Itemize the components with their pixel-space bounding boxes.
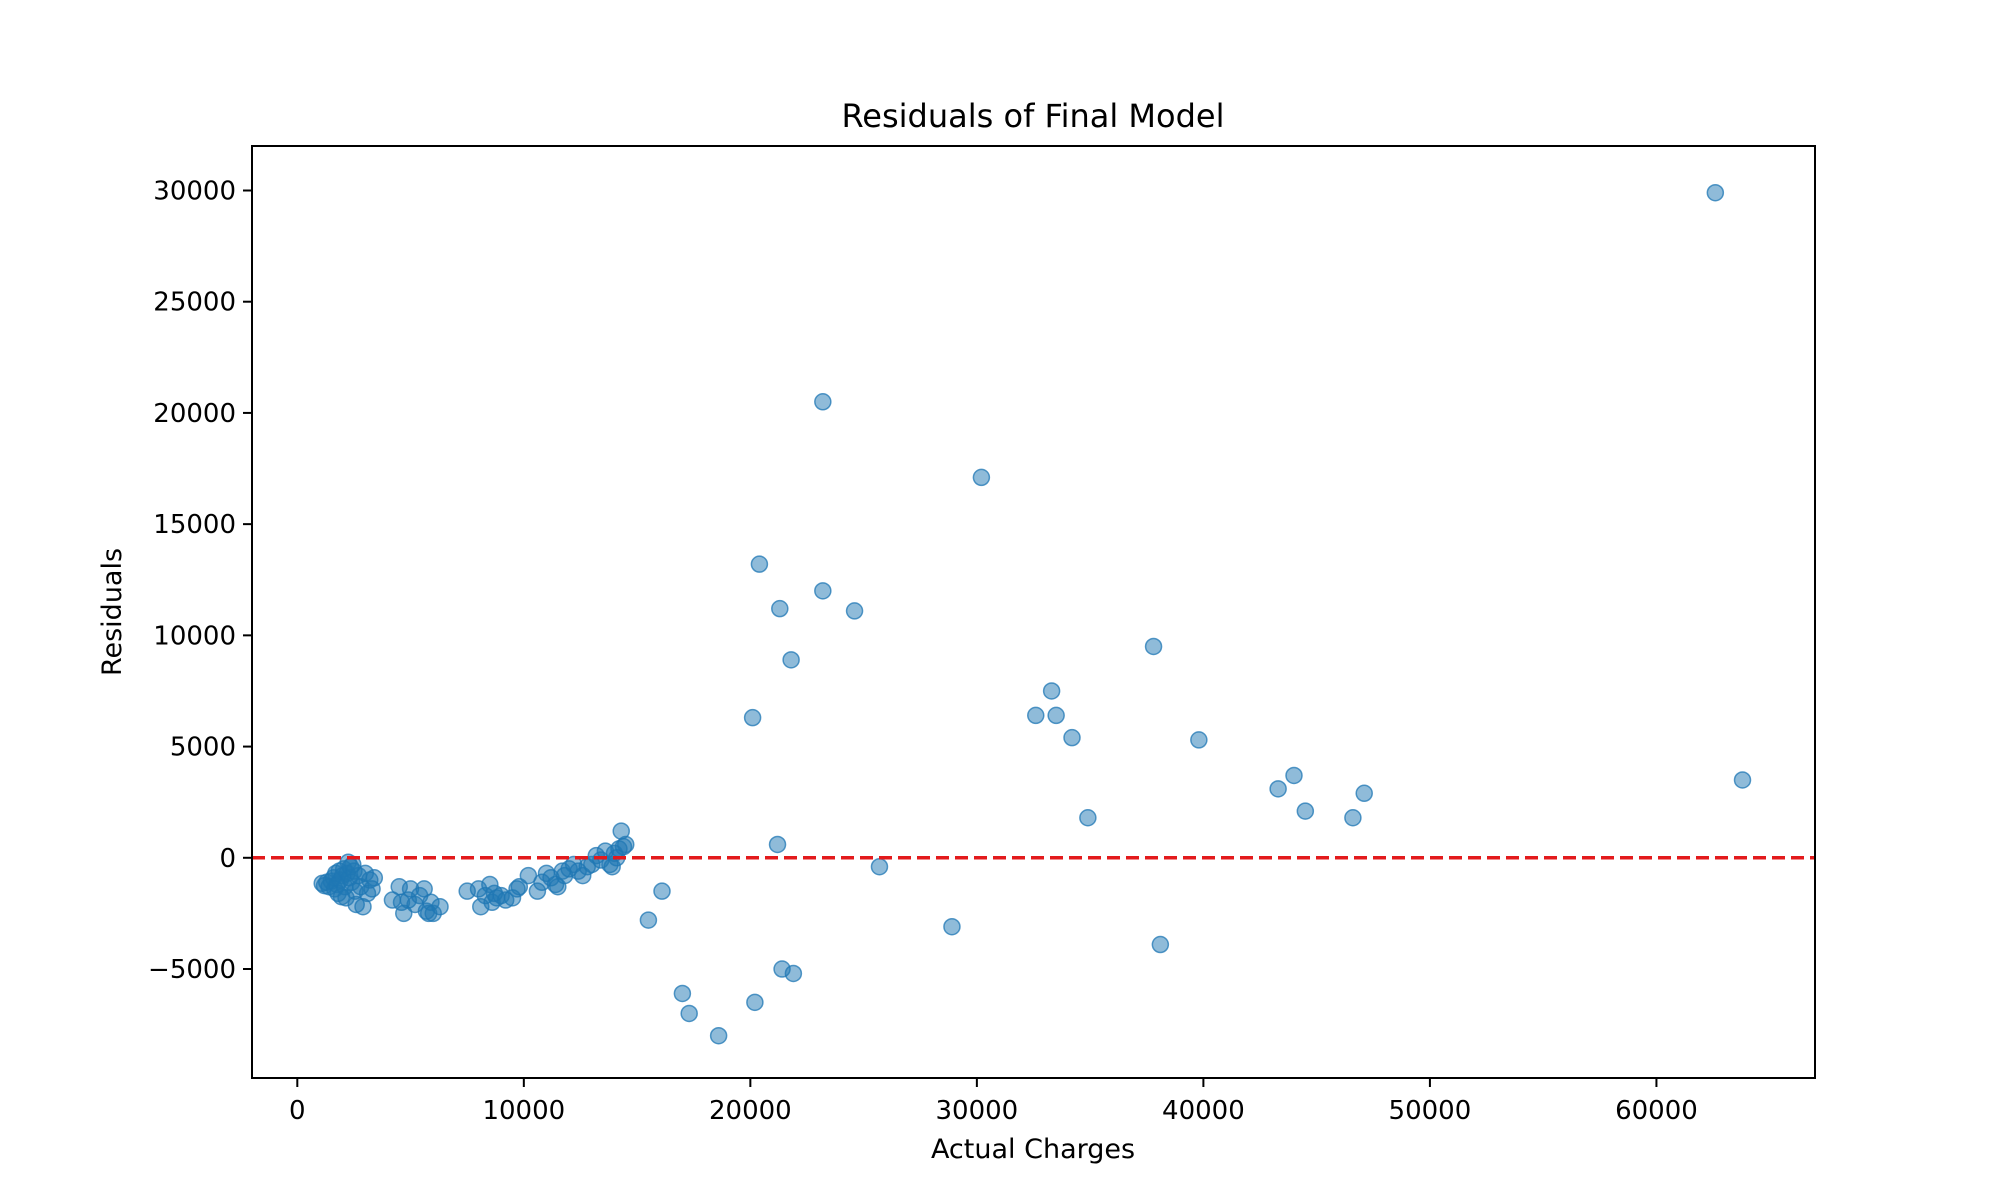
- x-tick-label: 50000: [1389, 1096, 1472, 1126]
- data-point: [431, 897, 449, 916]
- y-tick-label: 30000: [153, 176, 236, 206]
- data-point: [814, 393, 832, 411]
- data-point: [972, 468, 991, 487]
- y-tick-label: 25000: [153, 288, 236, 318]
- data-point: [1733, 771, 1752, 789]
- data-point: [1027, 706, 1045, 725]
- plot-area: [252, 146, 1815, 1078]
- y-tick-label: 5000: [170, 733, 236, 763]
- data-point: [782, 651, 800, 669]
- data-point: [1042, 682, 1061, 700]
- data-point: [1151, 935, 1170, 954]
- data-point: [1063, 728, 1081, 747]
- data-point: [870, 857, 889, 876]
- data-point: [784, 964, 803, 983]
- data-point: [1269, 780, 1287, 798]
- data-point: [653, 882, 671, 900]
- data-point: [1047, 706, 1065, 725]
- data-point: [1355, 784, 1373, 803]
- data-point: [943, 917, 961, 936]
- data-point: [1706, 183, 1725, 202]
- x-tick-label: 10000: [482, 1096, 565, 1126]
- data-point: [1144, 637, 1163, 656]
- data-point: [617, 835, 635, 854]
- y-tick-label: 10000: [153, 621, 236, 651]
- data-point: [771, 599, 789, 618]
- data-point: [743, 708, 762, 727]
- data-point: [814, 582, 832, 600]
- data-point: [709, 1026, 728, 1045]
- x-tick-label: 40000: [1162, 1096, 1245, 1126]
- plot-frame: [251, 145, 1816, 1079]
- x-axis-ticks: 0 10000 20000 30000 40000 50000 60000: [289, 1078, 1698, 1126]
- chart-title: Residuals of Final Model: [842, 97, 1225, 135]
- y-axis-label: Residuals: [97, 548, 128, 676]
- data-point: [1079, 809, 1097, 827]
- x-tick-label: 30000: [936, 1096, 1019, 1126]
- y-axis-ticks: −5000 0 5000 10000 15000 20000 25000 30000: [148, 176, 252, 985]
- data-point: [746, 993, 764, 1012]
- y-tick-label: 20000: [153, 399, 236, 429]
- y-tick-label: −5000: [148, 955, 236, 985]
- data-point: [639, 911, 658, 929]
- data-point: [768, 835, 787, 854]
- y-tick-label: 15000: [153, 510, 236, 540]
- data-point: [673, 984, 692, 1003]
- data-point: [1344, 809, 1362, 827]
- data-point: [365, 869, 384, 887]
- data-point: [1285, 766, 1303, 785]
- x-tick-label: 60000: [1615, 1096, 1698, 1126]
- data-point: [1296, 802, 1315, 820]
- x-axis-label: Actual Charges: [931, 1134, 1135, 1165]
- x-tick-label: 20000: [709, 1096, 792, 1126]
- data-marks: [313, 183, 1752, 1045]
- data-point: [845, 602, 864, 620]
- data-point: [750, 555, 769, 573]
- y-tick-label: 0: [219, 844, 236, 874]
- data-point: [1190, 731, 1208, 749]
- x-tick-label: 0: [289, 1096, 306, 1126]
- data-point: [680, 1004, 698, 1023]
